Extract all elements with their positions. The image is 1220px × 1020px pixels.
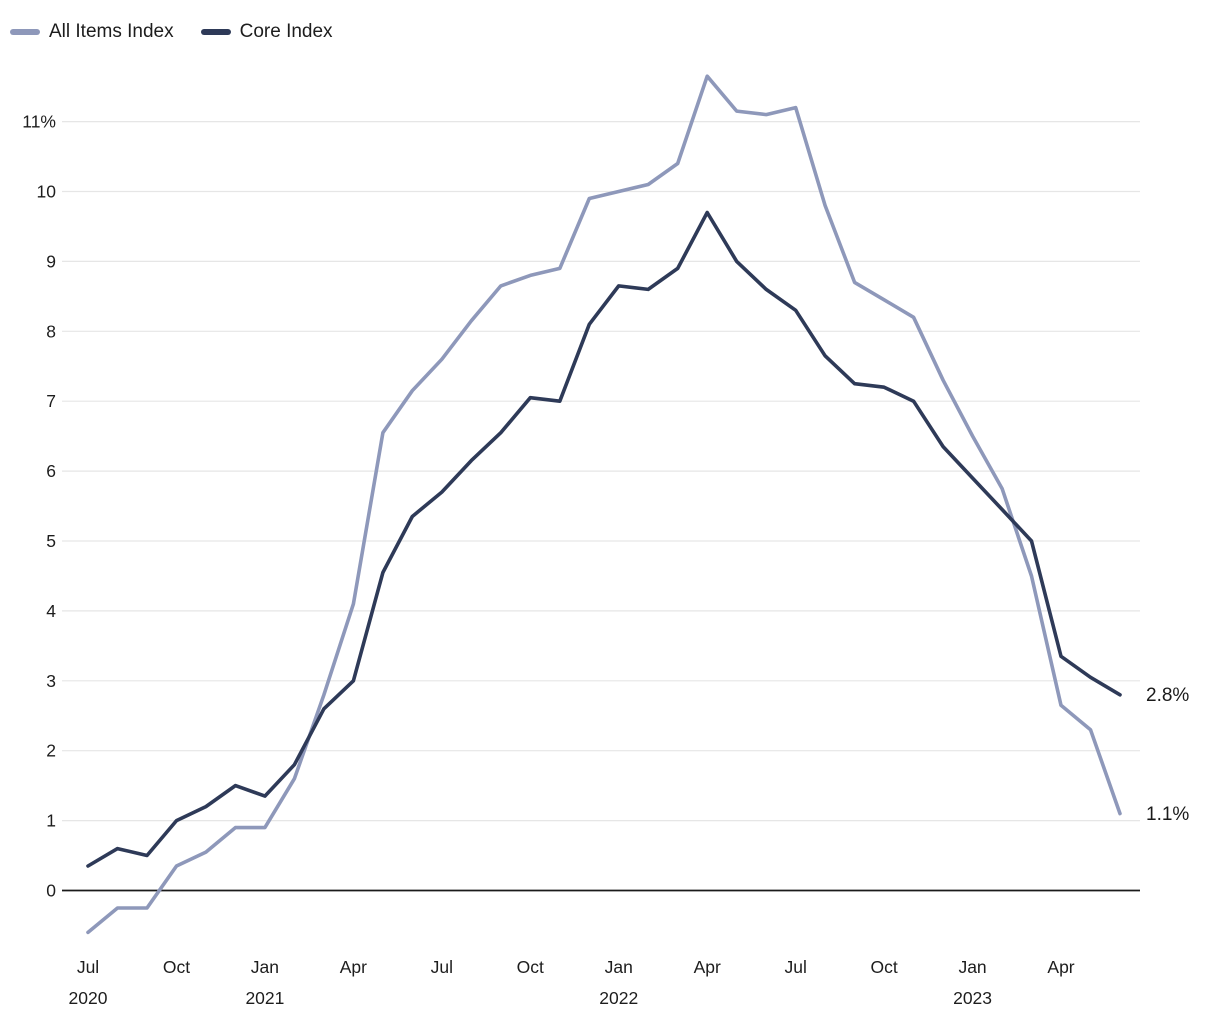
legend-label-core: Core Index [239,21,333,42]
all-items-end-label: 1.1% [1146,804,1190,825]
y-tick-label: 3 [46,671,56,691]
gridlines [62,120,1140,892]
all-items-line [86,74,1122,935]
x-tick-label: Jul [784,957,806,977]
legend-label-all-items: All Items Index [49,21,174,42]
x-tick-label: Apr [340,957,367,977]
x-tick-label: Oct [870,957,897,977]
core-swatch-icon [200,29,231,35]
x-tick-label: Apr [1047,957,1074,977]
y-tick-label: 10 [37,182,57,202]
y-tick-label: 8 [46,321,56,341]
x-tick-label: Oct [163,957,190,977]
x-axis-labels: Jul 2020 Oct Jan 2021 Apr Jul Oct Jan 2022 Apr Jul O… [69,957,1075,1008]
y-tick-label: 1 [46,811,56,831]
y-tick-label: 4 [46,601,56,621]
x-tick-year-label: 2021 [245,988,284,1008]
y-tick-label: 0 [46,881,56,901]
y-tick-label: 2 [46,741,56,761]
core-end-label: 2.8% [1146,685,1190,706]
x-tick-label: Jan [251,957,279,977]
legend-item-core: Core Index [200,21,333,43]
y-tick-label: 6 [46,461,56,481]
y-tick-label: 11% [22,112,56,132]
x-tick-label: Apr [694,957,721,977]
x-tick-label: Oct [517,957,544,977]
y-tick-label: 9 [46,251,56,271]
x-tick-year-label: 2020 [69,988,108,1008]
x-tick-label: Jan [605,957,633,977]
core-line [86,210,1122,868]
x-tick-year-label: 2023 [953,988,992,1008]
y-tick-label: 7 [46,391,56,411]
x-tick-label: Jul [431,957,453,977]
x-tick-year-label: 2022 [599,988,638,1008]
x-tick-label: Jul [77,957,99,977]
legend: All Items Index Core Index [10,21,333,43]
y-axis-labels: 0 1 2 3 4 5 6 7 8 9 10 11% [22,112,56,901]
y-tick-label: 5 [46,531,56,551]
legend-item-all-items: All Items Index [10,21,174,43]
all-items-swatch-icon [10,29,40,35]
x-tick-label: Jan [958,957,986,977]
